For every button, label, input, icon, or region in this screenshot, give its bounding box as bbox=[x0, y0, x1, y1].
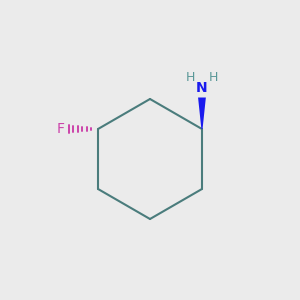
Text: H: H bbox=[209, 71, 218, 84]
Polygon shape bbox=[198, 98, 206, 129]
Text: N: N bbox=[196, 81, 208, 95]
Text: H: H bbox=[186, 71, 195, 84]
Text: F: F bbox=[56, 122, 64, 136]
